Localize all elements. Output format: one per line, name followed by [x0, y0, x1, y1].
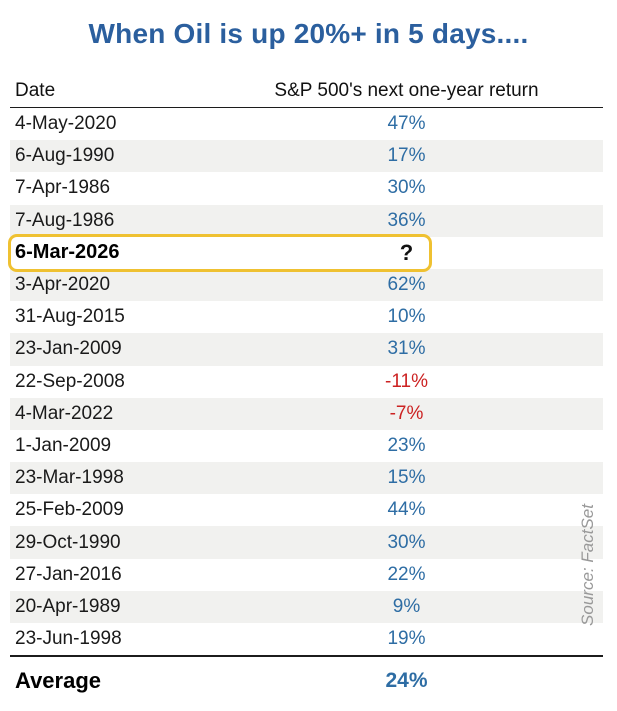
- date-cell: 7-Apr-1986: [15, 177, 111, 199]
- return-cell: -7%: [389, 402, 424, 424]
- return-cell: 19%: [387, 628, 426, 650]
- return-cell: 17%: [387, 145, 426, 167]
- page-title: When Oil is up 20%+ in 5 days....: [88, 18, 529, 49]
- table-row: 23-Mar-1998 15%: [10, 462, 603, 495]
- date-cell: 20-Apr-1989: [15, 595, 121, 617]
- date-cell: 23-Jan-2009: [15, 338, 122, 360]
- date-cell: 25-Feb-2009: [15, 499, 124, 521]
- table-row: 23-Jan-2009 31%: [10, 333, 603, 366]
- table-row: 1-Jan-2009 23%: [10, 430, 603, 462]
- date-cell: 6-Mar-2026: [15, 241, 120, 264]
- return-cell: 47%: [387, 113, 426, 135]
- average-value: 24%: [385, 668, 428, 692]
- table-row: 27-Jan-2016 22%: [10, 559, 603, 591]
- table-row: 4-Mar-2022 -7%: [10, 397, 603, 430]
- return-cell: 15%: [387, 467, 426, 489]
- table-row: 6-Aug-1990 17%: [10, 140, 603, 173]
- return-cell: -11%: [385, 370, 428, 392]
- date-cell: 6-Aug-1990: [15, 145, 115, 167]
- table-row: 29-Oct-1990 30%: [10, 526, 603, 559]
- return-cell: ?: [399, 239, 414, 265]
- date-cell: 3-Apr-2020: [15, 274, 111, 296]
- date-cell: 31-Aug-2015: [15, 306, 125, 328]
- table-row: 25-Feb-2009 44%: [10, 494, 603, 526]
- return-cell: 10%: [387, 306, 426, 328]
- date-cell: 7-Aug-1986: [15, 209, 115, 231]
- return-cell: 36%: [387, 209, 426, 231]
- column-header-date: Date: [15, 79, 56, 101]
- return-cell: 22%: [387, 563, 426, 585]
- table-header-row: Date S&P 500's next one-year return: [10, 74, 603, 108]
- date-cell: 4-Mar-2022: [15, 402, 114, 424]
- date-cell: 22-Sep-2008: [15, 370, 125, 392]
- column-header-return: S&P 500's next one-year return: [274, 79, 539, 101]
- date-cell: 4-May-2020: [15, 113, 117, 135]
- date-cell: 23-Jun-1998: [15, 628, 122, 650]
- table-row: 7-Aug-1986 36%: [10, 204, 603, 237]
- date-cell: 27-Jan-2016: [15, 563, 122, 585]
- table-rows: 4-May-2020 47% 6-Aug-1990 17% 7-Apr-1986…: [8, 108, 603, 655]
- return-cell: 9%: [392, 595, 421, 617]
- returns-table: Date S&P 500's next one-year return 4-Ma…: [8, 74, 603, 704]
- return-cell: 44%: [387, 499, 426, 521]
- table-footer-row: Average 24%: [10, 655, 603, 704]
- return-cell: 62%: [387, 274, 426, 296]
- date-cell: 23-Mar-1998: [15, 467, 124, 489]
- return-cell: 31%: [387, 338, 426, 360]
- table-row: 3-Apr-2020 62%: [10, 268, 603, 302]
- return-cell: 30%: [387, 177, 426, 199]
- table-row: 6-Mar-2026 ?: [8, 233, 603, 272]
- date-cell: 29-Oct-1990: [15, 531, 121, 553]
- table-row: 23-Jun-1998 19%: [10, 623, 603, 655]
- table-row: 31-Aug-2015 10%: [10, 301, 603, 333]
- return-cell: 30%: [387, 531, 426, 553]
- table-row: 20-Apr-1989 9%: [10, 590, 603, 623]
- average-label: Average: [15, 667, 102, 693]
- date-cell: 1-Jan-2009: [15, 434, 112, 456]
- table-row: 22-Sep-2008 -11%: [10, 366, 603, 398]
- table-row: 4-May-2020 47%: [10, 108, 603, 140]
- return-cell: 23%: [387, 434, 426, 456]
- table-row: 7-Apr-1986 30%: [10, 172, 603, 204]
